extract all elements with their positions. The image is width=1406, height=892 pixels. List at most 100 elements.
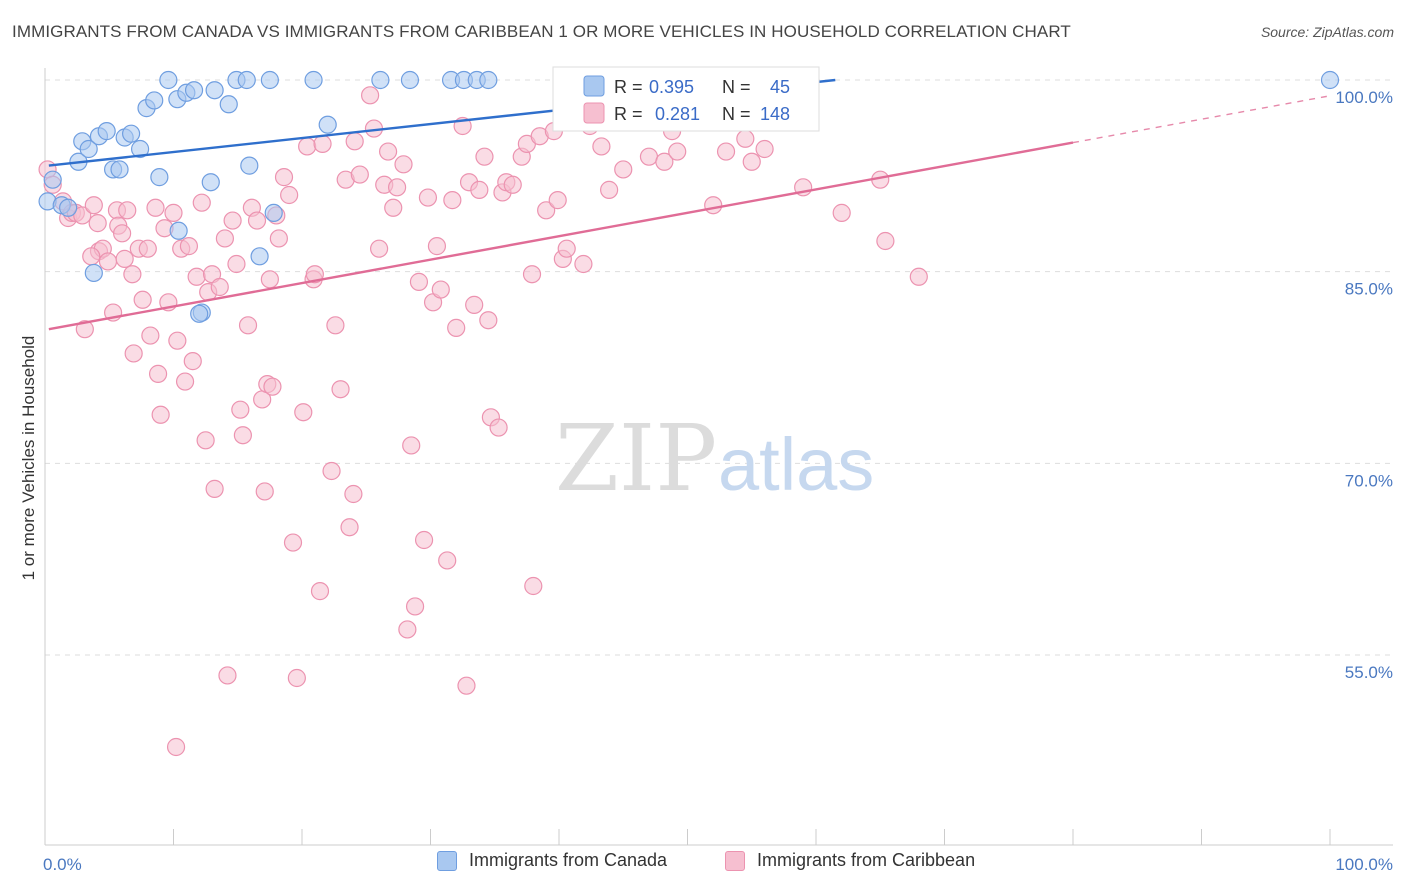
data-point-caribbean <box>431 280 450 299</box>
data-point-caribbean <box>223 211 242 230</box>
data-point-caribbean <box>344 484 363 504</box>
data-point-caribbean <box>832 203 851 222</box>
legend-label-caribbean: Immigrants from Caribbean <box>757 850 976 870</box>
data-point-caribbean <box>274 168 294 187</box>
data-point-caribbean <box>479 311 498 330</box>
data-point-caribbean <box>82 247 101 266</box>
data-point-caribbean <box>716 142 736 161</box>
data-point-caribbean <box>405 597 425 616</box>
data-point-caribbean <box>283 533 303 552</box>
stats-legend: R = 0.395 N = 45 R = 0.281 N = 148 <box>552 66 820 132</box>
data-point-caribbean <box>112 224 132 243</box>
data-point-canada <box>145 91 164 110</box>
data-point-caribbean <box>378 142 398 161</box>
data-point-caribbean <box>704 196 723 215</box>
data-point-caribbean <box>409 272 429 291</box>
series-canada-points <box>38 70 1340 323</box>
data-point-caribbean <box>210 277 229 297</box>
data-point-canada <box>240 156 259 175</box>
data-point-caribbean <box>175 372 195 391</box>
data-point-caribbean <box>361 86 380 105</box>
legend-n-value-caribbean: 148 <box>760 104 790 124</box>
data-point-caribbean <box>287 668 306 688</box>
data-point-caribbean <box>574 254 593 274</box>
data-point-caribbean <box>269 229 288 248</box>
data-point-caribbean <box>614 160 633 179</box>
data-point-caribbean <box>164 203 183 222</box>
data-point-caribbean <box>475 147 494 166</box>
data-point-canada <box>130 139 150 159</box>
y-tick-labels: 100.0% 85.0% 70.0% 55.0% <box>1335 88 1393 682</box>
data-point-caribbean <box>255 482 274 501</box>
legend-n-value-canada: 45 <box>770 77 790 97</box>
y-tick-label-100: 100.0% <box>1335 88 1393 107</box>
data-point-canada <box>219 95 238 114</box>
data-point-canada <box>260 70 279 90</box>
data-point-canada <box>201 173 220 192</box>
legend-marker-canada <box>437 850 457 871</box>
data-point-caribbean <box>350 165 369 184</box>
data-point-caribbean <box>133 290 152 309</box>
data-point-caribbean <box>370 239 389 258</box>
legend-item-canada[interactable]: Immigrants from Canada <box>437 850 667 871</box>
legend-item-caribbean[interactable]: Immigrants from Caribbean <box>725 850 975 871</box>
trend-line-caribbean <box>48 141 1074 331</box>
data-point-caribbean <box>340 518 359 537</box>
data-point-caribbean <box>187 267 206 286</box>
data-point-caribbean <box>489 418 508 437</box>
data-point-canada <box>159 70 178 90</box>
data-point-caribbean <box>310 582 330 601</box>
legend-r-value-caribbean: 0.281 <box>655 104 700 124</box>
data-point-caribbean <box>457 676 476 695</box>
data-point-caribbean <box>88 214 107 233</box>
data-point-canada <box>250 247 269 266</box>
data-point-caribbean <box>909 267 928 286</box>
data-point-canada <box>97 122 116 141</box>
data-point-caribbean <box>168 331 187 350</box>
data-point-caribbean <box>524 576 543 596</box>
data-point-canada <box>110 160 129 179</box>
data-point-caribbean <box>427 237 447 256</box>
data-point-caribbean <box>402 436 421 455</box>
data-point-caribbean <box>124 344 143 363</box>
watermark-atlas: atlas <box>718 423 874 506</box>
data-point-caribbean <box>196 431 215 450</box>
data-point-caribbean <box>151 405 170 424</box>
data-point-canada <box>264 203 283 222</box>
data-point-caribbean <box>384 198 403 217</box>
data-point-caribbean <box>414 530 434 550</box>
data-point-canada <box>304 70 323 90</box>
data-point-caribbean <box>148 364 168 383</box>
data-point-caribbean <box>443 191 462 210</box>
chart-title: IMMIGRANTS FROM CANADA VS IMMIGRANTS FRO… <box>12 22 1071 41</box>
data-point-canada <box>190 304 209 323</box>
data-point-canada <box>318 115 337 134</box>
legend-swatch-caribbean <box>583 102 605 124</box>
data-point-caribbean <box>192 193 211 212</box>
watermark: ZIP atlas <box>555 405 874 512</box>
data-point-caribbean <box>183 352 202 371</box>
data-point-caribbean <box>233 426 252 445</box>
data-point-canada <box>59 198 78 217</box>
data-point-caribbean <box>218 666 237 685</box>
data-point-caribbean <box>522 265 542 284</box>
data-point-caribbean <box>84 196 103 215</box>
data-point-caribbean <box>470 180 489 199</box>
data-point-canada <box>169 221 188 240</box>
watermark-zip: ZIP <box>555 405 717 512</box>
data-point-caribbean <box>736 129 755 148</box>
data-point-caribbean <box>313 134 332 153</box>
data-point-caribbean <box>305 265 324 284</box>
data-point-caribbean <box>668 142 687 161</box>
data-point-canada <box>121 124 141 143</box>
data-point-caribbean <box>75 320 94 339</box>
data-point-caribbean <box>876 231 895 251</box>
x-tick-label-right: 100.0% <box>1335 855 1393 874</box>
data-point-caribbean <box>263 377 282 396</box>
data-point-caribbean <box>557 239 576 258</box>
data-point-caribbean <box>326 316 345 335</box>
data-point-caribbean <box>98 252 118 271</box>
data-point-caribbean <box>592 137 611 156</box>
y-tick-label-55: 55.0% <box>1345 663 1393 682</box>
data-point-caribbean <box>398 620 417 639</box>
